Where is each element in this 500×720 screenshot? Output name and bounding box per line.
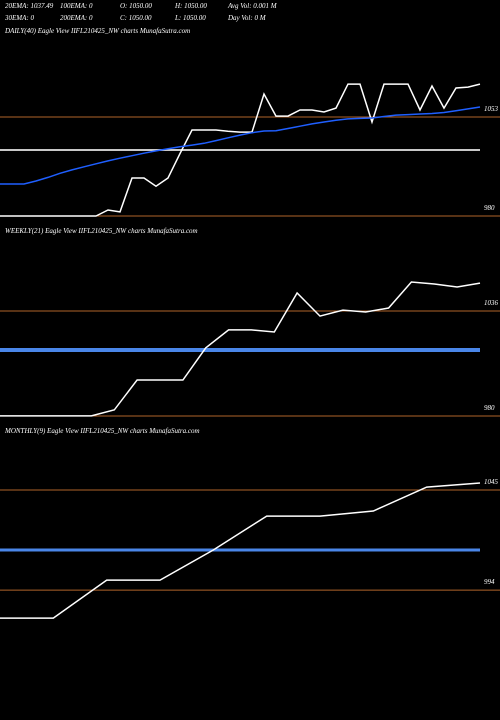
panel-title: DAILY(40) Eagle View IIFL210425_NW chart… (4, 27, 190, 35)
y-tick-label: 994 (484, 578, 495, 586)
header-stat: 20EMA: 1037.49 (5, 2, 54, 10)
y-tick-label: 980 (484, 204, 495, 212)
header-stat: H: 1050.00 (174, 2, 207, 10)
header-stat: 30EMA: 0 (4, 14, 34, 22)
y-tick-label: 1036 (484, 299, 499, 307)
header-stat: Day Vol: 0 M (227, 14, 267, 22)
header-stat: O: 1050.00 (120, 2, 152, 10)
panel-title: WEEKLY(21) Eagle View IIFL210425_NW char… (5, 227, 198, 235)
y-tick-label: 1053 (484, 105, 499, 113)
header-stat: 200EMA: 0 (60, 14, 93, 22)
header-stat: C: 1050.00 (120, 14, 152, 22)
panel-title: MONTHLY(9) Eagle View IIFL210425_NW char… (4, 427, 200, 435)
header-stat: 100EMA: 0 (60, 2, 93, 10)
y-tick-label: 980 (484, 404, 495, 412)
price-line (0, 106, 481, 185)
header-stat: L: 1050.00 (174, 14, 206, 22)
price-line (0, 281, 481, 417)
price-line (0, 482, 481, 619)
price-line (0, 83, 481, 217)
y-tick-label: 1045 (484, 478, 499, 486)
header-stat: Avg Vol: 0.001 M (227, 2, 278, 10)
